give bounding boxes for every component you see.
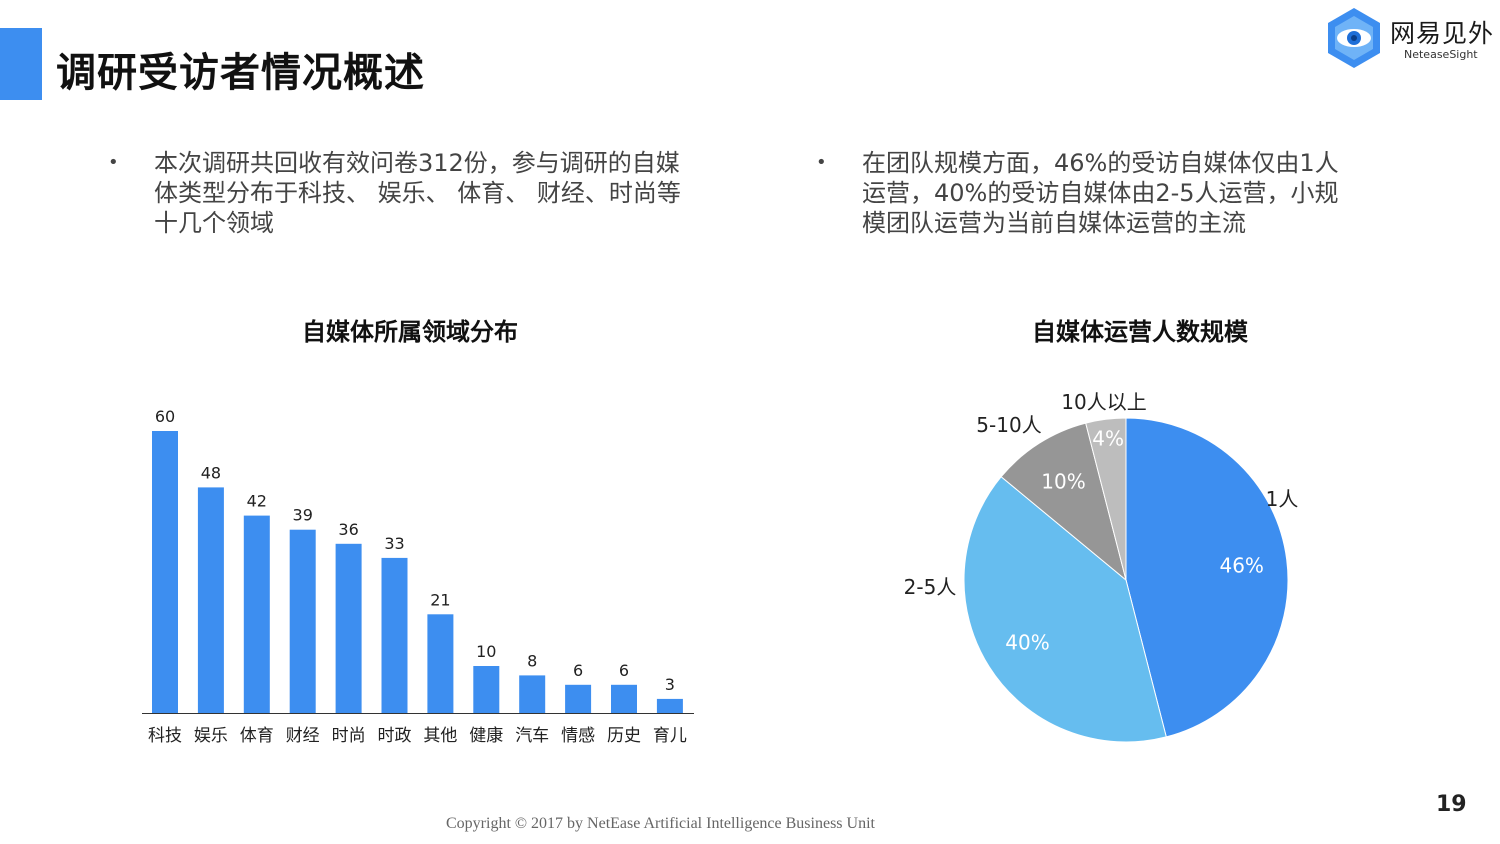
bar-历史 — [611, 684, 637, 713]
bar-value-label: 33 — [384, 534, 404, 553]
x-tick-label: 历史 — [607, 726, 641, 746]
bar-value-label: 39 — [293, 506, 313, 525]
x-tick-label: 汽车 — [515, 726, 549, 746]
pie-slice-10人以上 — [1085, 417, 1127, 581]
bar-健康 — [473, 666, 500, 713]
bar-chart-title: 自媒体所属领域分布 — [302, 318, 518, 346]
bar-时政 — [381, 557, 408, 713]
bullet-text: 在团队规模方面，46%的受访自媒体仅由1人运营，40%的受访自媒体由2-5人运营… — [862, 149, 1339, 237]
hexagon-eye-icon — [1328, 8, 1380, 68]
bar-value-label: 42 — [247, 492, 267, 511]
bar-value-label: 60 — [155, 407, 175, 426]
bar-value-label: 21 — [430, 590, 450, 609]
bar-体育 — [243, 515, 270, 713]
bar-时尚 — [335, 543, 362, 713]
bar-情感 — [565, 684, 592, 713]
copyright-text: Copyright © 2017 by NetEase Artificial I… — [446, 815, 875, 832]
x-tick-label: 育儿 — [653, 726, 687, 746]
pie-chart-title: 自媒体运营人数规模 — [1032, 318, 1248, 346]
bar-value-label: 6 — [619, 661, 629, 680]
pie-slice-1人 — [1125, 417, 1289, 738]
bar-娱乐 — [197, 487, 224, 713]
x-tick-label: 其他 — [423, 726, 457, 746]
bar-value-label: 10 — [476, 642, 496, 661]
bar-其他 — [427, 614, 454, 713]
pie-slice-5-10人 — [1000, 422, 1127, 582]
page-number: 19 — [1436, 792, 1467, 817]
netease-sight-logo: 网易见外 NeteaseSight — [1324, 6, 1496, 70]
bar-value-label: 48 — [201, 463, 221, 482]
bar-育儿 — [656, 698, 683, 713]
logo-name-cn: 网易见外 — [1390, 19, 1495, 48]
x-tick-label: 时尚 — [332, 726, 366, 746]
x-tick-label: 时政 — [378, 726, 412, 746]
bar-value-label: 8 — [527, 651, 537, 670]
pie-slice-2-5人 — [963, 476, 1167, 743]
logo-name-en: NeteaseSight — [1404, 48, 1478, 61]
x-tick-label: 财经 — [286, 726, 320, 746]
bar-科技 — [152, 431, 178, 713]
pie-category-label: 5-10人 — [976, 413, 1041, 437]
pie-category-label: 1人 — [1266, 487, 1299, 511]
pie-value-label: 4% — [1092, 427, 1124, 451]
bullet-dot-icon: • — [108, 152, 119, 173]
pie-value-label: 10% — [1041, 470, 1085, 494]
x-tick-label: 健康 — [469, 726, 503, 746]
x-tick-label: 情感 — [561, 726, 595, 746]
x-tick-label: 科技 — [148, 726, 182, 746]
x-tick-label: 娱乐 — [194, 726, 228, 746]
bar-财经 — [289, 529, 316, 713]
bullet-dot-icon: • — [816, 152, 827, 173]
bar-汽车 — [519, 675, 546, 713]
bar-value-label: 36 — [338, 520, 358, 539]
bar-value-label: 6 — [573, 661, 583, 680]
bullet-text: 本次调研共回收有效问卷312份，参与调研的自媒体类型分布于科技、 娱乐、 体育、… — [154, 149, 681, 237]
title-accent-bar — [0, 28, 42, 100]
pie-value-label: 40% — [1005, 630, 1049, 654]
pie-value-label: 46% — [1219, 553, 1263, 577]
bar-value-label: 3 — [665, 675, 675, 694]
x-tick-label: 体育 — [240, 726, 274, 746]
pie-category-label: 2-5人 — [904, 575, 957, 599]
page-title: 调研受访者情况概述 — [56, 50, 425, 96]
pie-category-label: 10人以上 — [1061, 390, 1146, 414]
